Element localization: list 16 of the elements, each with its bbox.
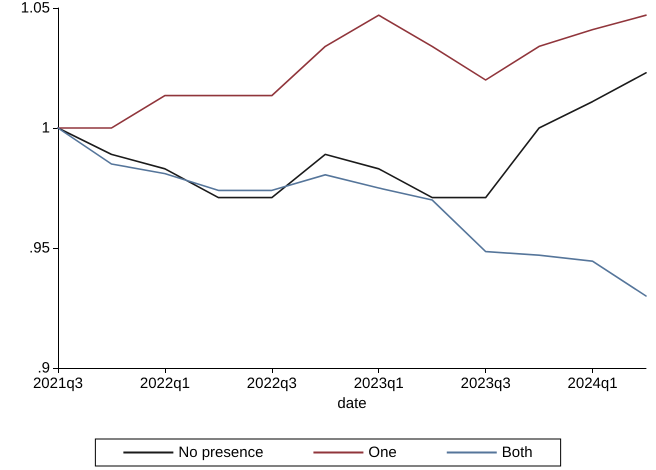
y-tick-label: 1.05 [20,0,50,16]
x-tick-label: 2021q3 [32,375,84,392]
x-tick-label: 2022q1 [140,375,190,392]
line-series [57,14,647,129]
x-axis-title: date [337,395,367,412]
y-tick-label: 1 [42,120,50,136]
x-tick-label: 2024q1 [568,375,618,392]
legend-label: No presence [178,444,264,461]
legend-label: One [368,444,397,461]
legend-label: Both [502,444,533,461]
x-tick-label: 2023q3 [460,375,511,392]
x-tick-label: 2022q3 [246,375,297,392]
line-series [57,127,647,297]
y-tick-label: .9 [37,360,50,376]
x-tick-label: 2023q1 [354,375,404,392]
y-tick-label: .95 [29,240,50,256]
